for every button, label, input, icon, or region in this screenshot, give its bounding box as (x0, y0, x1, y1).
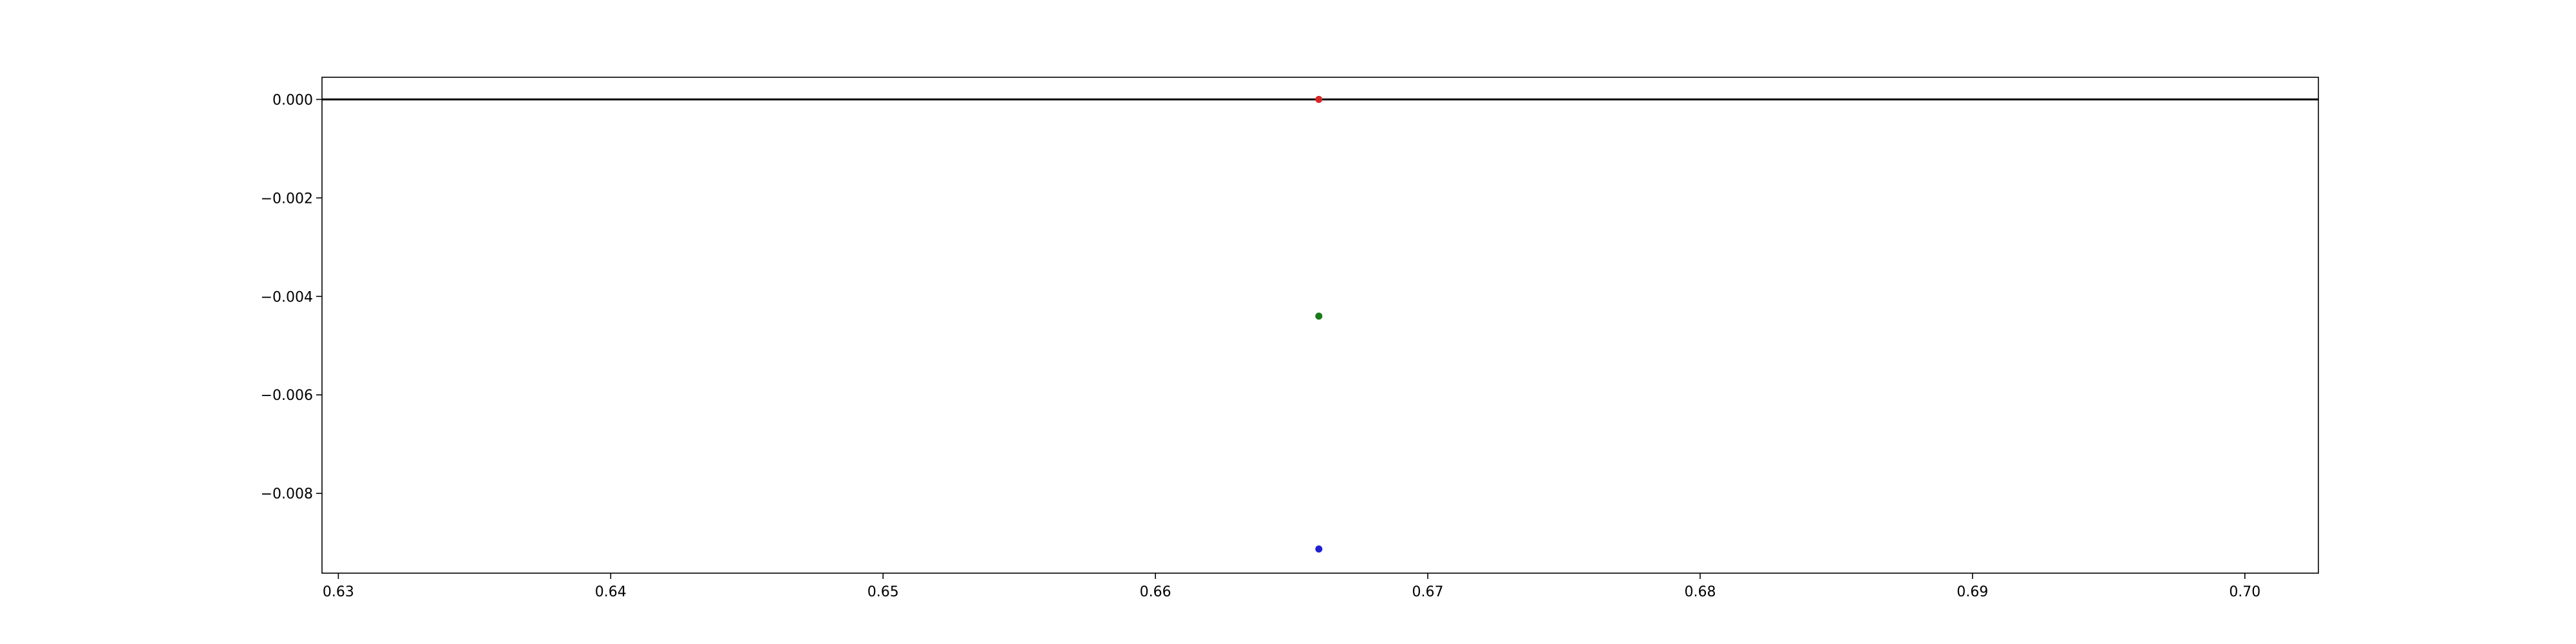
x-tick-label: 0.63 (323, 584, 354, 600)
x-tick-label: 0.66 (1140, 584, 1171, 600)
x-tick-label: 0.70 (2229, 584, 2260, 600)
y-tick-label: −0.002 (261, 191, 313, 207)
data-point-2 (1315, 545, 1323, 553)
x-tick-label: 0.69 (1956, 584, 1988, 600)
y-tick-label: −0.006 (261, 388, 313, 404)
x-tick-label: 0.65 (867, 584, 899, 600)
y-tick-label: −0.004 (261, 289, 313, 305)
x-tick-label: 0.64 (595, 584, 627, 600)
y-tick-label: −0.008 (261, 486, 313, 502)
plot-area-frame (321, 77, 2319, 574)
data-point-0 (1315, 95, 1323, 103)
y-tick-label: 0.000 (272, 92, 313, 108)
data-point-1 (1315, 312, 1323, 320)
x-tick-label: 0.67 (1412, 584, 1444, 600)
x-tick-label: 0.68 (1684, 584, 1716, 600)
